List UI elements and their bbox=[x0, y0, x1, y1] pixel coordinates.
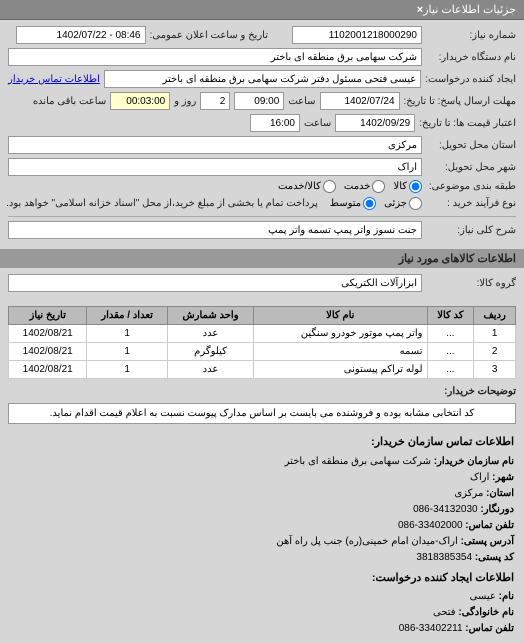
class-label: طبقه بندی موضوعی: bbox=[426, 181, 516, 192]
close-icon[interactable]: × bbox=[417, 4, 423, 16]
col-idx: ردیف bbox=[474, 307, 516, 325]
table-cell: 1 bbox=[87, 325, 168, 343]
contact-addr-v: اراک-میدان امام خمینی(ره) جنب پل راه آهن bbox=[276, 536, 457, 547]
contact-head1: اطلاعات تماس سازمان خریدار: bbox=[10, 434, 514, 452]
class-radio-goods[interactable]: کالا bbox=[393, 180, 422, 193]
validity-date: 1402/09/29 bbox=[335, 114, 415, 132]
class-radio-service[interactable]: خدمت bbox=[344, 180, 386, 193]
table-header-row: ردیف کد کالا نام کالا واحد شمارش تعداد /… bbox=[9, 307, 516, 325]
datetime-value: 08:46 - 1402/07/22 bbox=[16, 26, 146, 44]
contact-fam-v: فتحی bbox=[433, 607, 456, 618]
table-cell: ... bbox=[427, 325, 474, 343]
contact-fam-l: نام خانوادگی: bbox=[458, 607, 514, 618]
deadline-time-label: ساعت bbox=[288, 96, 315, 107]
table-cell: 1402/08/21 bbox=[9, 361, 87, 379]
table-cell: 1 bbox=[87, 361, 168, 379]
goods-table: ردیف کد کالا نام کالا واحد شمارش تعداد /… bbox=[8, 306, 516, 379]
table-cell: ... bbox=[427, 361, 474, 379]
province-label: استان محل تحویل: bbox=[426, 140, 516, 151]
city-value: اراک bbox=[8, 158, 422, 176]
validity-time-label: ساعت bbox=[304, 118, 331, 129]
contact-info-block: اطلاعات تماس سازمان خریدار: نام سازمان خ… bbox=[0, 428, 524, 643]
contact-fax-v: 34132030-086 bbox=[413, 504, 478, 515]
subject-value: جنت نسوز واتر پمپ تسمه واتر پمپ bbox=[8, 221, 422, 239]
table-cell: 3 bbox=[474, 361, 516, 379]
datetime-label: تاریخ و ساعت اعلان عمومی: bbox=[150, 30, 269, 41]
process-label: نوع فرآیند خرید : bbox=[426, 198, 516, 209]
days-label: روز و bbox=[174, 96, 196, 107]
contact-city-v: اراک bbox=[470, 472, 489, 483]
table-row: 3...لوله تراکم پیستونیعدد11402/08/21 bbox=[9, 361, 516, 379]
table-cell: لوله تراکم پیستونی bbox=[254, 361, 427, 379]
remain-label: ساعت باقی مانده bbox=[33, 96, 106, 107]
contact-org-l: نام سازمان خریدار: bbox=[434, 456, 514, 467]
table-cell: 2 bbox=[474, 343, 516, 361]
request-no-label: شماره نیاز: bbox=[426, 30, 516, 41]
goods-section-title: اطلاعات کالاهای مورد نیاز bbox=[0, 249, 524, 268]
table-row: 2...تسمهکیلوگرم11402/08/21 bbox=[9, 343, 516, 361]
table-cell: 1402/08/21 bbox=[9, 343, 87, 361]
class-radio-both[interactable]: کالا/خدمت bbox=[278, 180, 336, 193]
process-radio-group: جزئی متوسط bbox=[330, 197, 422, 210]
contact-post-v: 3818385354 bbox=[416, 552, 472, 563]
process-note: پرداخت تمام یا بخشی از مبلغ خرید،از محل … bbox=[6, 198, 318, 209]
table-cell: واتر پمپ موتور خودرو سنگین bbox=[254, 325, 427, 343]
col-unit: واحد شمارش bbox=[167, 307, 253, 325]
contact-org-v: شرکت سهامی برق منطقه ای باختر bbox=[285, 456, 431, 467]
creator-label: ایجاد کننده درخواست: bbox=[425, 74, 516, 85]
process-radio-low[interactable]: جزئی bbox=[384, 197, 422, 210]
deadline-label: مهلت ارسال پاسخ: تا تاریخ: bbox=[404, 96, 516, 107]
col-qty: تعداد / مقدار bbox=[87, 307, 168, 325]
process-radio-mid[interactable]: متوسط bbox=[330, 197, 376, 210]
contact-post-l: کد پستی: bbox=[475, 552, 514, 563]
request-no-value: 1102001218000290 bbox=[292, 26, 422, 44]
org-label: نام دستگاه خریدار: bbox=[426, 52, 516, 63]
dialog-title: جزئیات اطلاعات نیاز bbox=[423, 3, 516, 16]
province-value: مرکزی bbox=[8, 136, 422, 154]
creator-value: عیسی فتحی مسئول دفتر شرکت سهامی برق منطق… bbox=[104, 70, 421, 88]
contact-prov-v: مرکزی bbox=[454, 488, 483, 499]
desc-text: کد انتخابی مشابه بوده و فروشنده می بایست… bbox=[8, 403, 516, 424]
contact-tel2-v: 33402211-086 bbox=[399, 623, 463, 634]
contact-link[interactable]: اطلاعات تماس خریدار bbox=[8, 74, 100, 85]
contact-name-v: عیسی bbox=[470, 591, 496, 602]
group-label: گروه کالا: bbox=[426, 278, 516, 289]
contact-tel2-l: تلفن تماس: bbox=[465, 623, 514, 634]
validity-label: اعتبار قیمت ها: تا تاریخ: bbox=[419, 118, 516, 129]
table-cell: عدد bbox=[167, 325, 253, 343]
days-value: 2 bbox=[200, 92, 230, 110]
table-cell: 1402/08/21 bbox=[9, 325, 87, 343]
class-radio-group: کالا خدمت کالا/خدمت bbox=[278, 180, 422, 193]
contact-fax-l: دورنگار: bbox=[480, 504, 514, 515]
dialog-header: جزئیات اطلاعات نیاز × bbox=[0, 0, 524, 20]
contact-prov-l: استان: bbox=[486, 488, 514, 499]
deadline-time: 09:00 bbox=[234, 92, 284, 110]
table-cell: کیلوگرم bbox=[167, 343, 253, 361]
deadline-date: 1402/07/24 bbox=[320, 92, 400, 110]
validity-time: 16:00 bbox=[250, 114, 300, 132]
city-label: شهر محل تحویل: bbox=[426, 162, 516, 173]
org-value: شرکت سهامی برق منطقه ای باختر bbox=[8, 48, 422, 66]
col-date: تاریخ نیاز bbox=[9, 307, 87, 325]
col-name: نام کالا bbox=[254, 307, 427, 325]
contact-addr-l: آدرس پستی: bbox=[461, 536, 514, 547]
contact-name-l: نام: bbox=[499, 591, 514, 602]
contact-tel-v: 33402000-086 bbox=[398, 520, 463, 531]
contact-head2: اطلاعات ایجاد کننده درخواست: bbox=[10, 570, 514, 588]
table-cell: ... bbox=[427, 343, 474, 361]
contact-tel-l: تلفن تماس: bbox=[465, 520, 514, 531]
table-cell: 1 bbox=[87, 343, 168, 361]
remain-time: 00:03:00 bbox=[110, 92, 170, 110]
desc-label: توضیحات خریدار: bbox=[444, 386, 516, 397]
table-cell: تسمه bbox=[254, 343, 427, 361]
subject-label: شرح کلی نیاز: bbox=[426, 225, 516, 236]
group-value: ابزارآلات الکتریکی bbox=[8, 274, 422, 292]
table-cell: 1 bbox=[474, 325, 516, 343]
table-cell: عدد bbox=[167, 361, 253, 379]
contact-city-l: شهر: bbox=[492, 472, 514, 483]
table-row: 1...واتر پمپ موتور خودرو سنگینعدد11402/0… bbox=[9, 325, 516, 343]
col-code: کد کالا bbox=[427, 307, 474, 325]
